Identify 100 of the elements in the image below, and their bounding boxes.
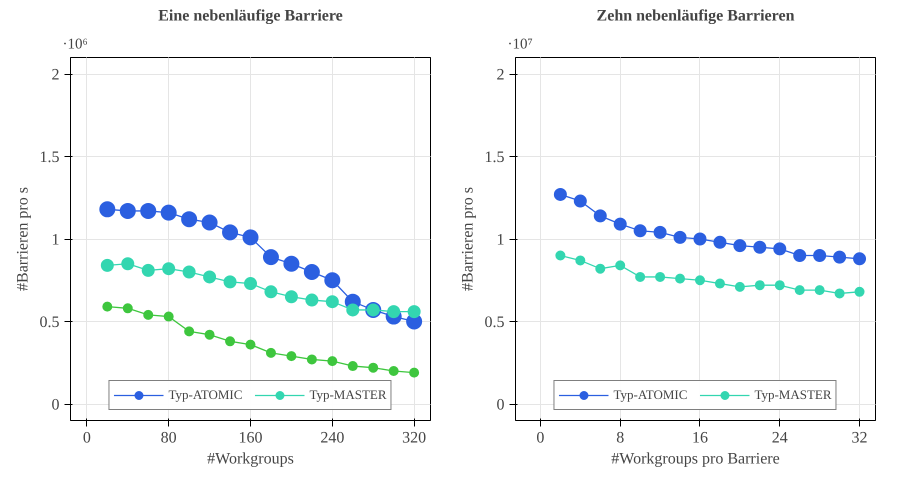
y-axis-title: #Barrieren pro s bbox=[14, 187, 32, 291]
x-tick-label: 16 bbox=[692, 430, 708, 446]
point bbox=[554, 188, 567, 201]
point bbox=[387, 305, 400, 318]
point bbox=[327, 356, 338, 366]
x-tick-label: 0 bbox=[536, 430, 544, 446]
point bbox=[733, 239, 746, 252]
point bbox=[246, 340, 256, 350]
legend-label: Typ-ATOMIC bbox=[168, 387, 242, 403]
x-axis-title: #Workgroups bbox=[207, 450, 294, 468]
point bbox=[853, 252, 866, 266]
point bbox=[326, 295, 339, 308]
point bbox=[142, 264, 155, 277]
x-axis-title: #Workgroups pro Barriere bbox=[611, 450, 780, 468]
y-tick-label: 1.5 bbox=[40, 149, 60, 166]
point bbox=[714, 278, 725, 289]
point bbox=[181, 211, 198, 228]
legend-label: Typ-MASTER bbox=[309, 387, 387, 403]
point bbox=[574, 194, 587, 208]
point bbox=[813, 249, 826, 262]
point bbox=[654, 226, 667, 239]
point bbox=[388, 366, 399, 376]
x-tick-label: 240 bbox=[320, 430, 344, 446]
x-tick-label: 24 bbox=[772, 430, 788, 446]
point bbox=[140, 202, 156, 219]
point bbox=[283, 256, 300, 272]
point bbox=[305, 294, 318, 307]
point bbox=[224, 275, 237, 288]
point bbox=[774, 280, 785, 290]
point bbox=[833, 250, 846, 264]
point bbox=[793, 249, 806, 262]
legend-label: Typ-ATOMIC bbox=[613, 387, 688, 403]
point bbox=[266, 348, 276, 358]
point bbox=[615, 260, 626, 270]
point bbox=[225, 336, 236, 346]
x-tick-label: 32 bbox=[852, 430, 868, 446]
point bbox=[694, 275, 705, 286]
point bbox=[99, 201, 116, 218]
y-tick-label: 2 bbox=[496, 66, 504, 84]
point bbox=[304, 264, 320, 280]
y-axis-title: #Barrieren pro s bbox=[460, 187, 476, 291]
text: ·10⁷ bbox=[508, 36, 533, 52]
point bbox=[160, 204, 177, 221]
y-tick-label: 1.5 bbox=[484, 149, 504, 166]
y-tick-label: 1 bbox=[52, 232, 60, 248]
point bbox=[834, 288, 845, 298]
point bbox=[204, 330, 215, 340]
point bbox=[164, 312, 174, 322]
y-tick-label: 0.5 bbox=[40, 314, 60, 331]
legend-label: Typ-MASTER bbox=[754, 387, 832, 403]
point bbox=[713, 236, 726, 249]
point bbox=[203, 270, 216, 284]
point bbox=[368, 362, 378, 373]
point bbox=[121, 257, 134, 270]
point bbox=[594, 209, 607, 222]
point bbox=[284, 290, 298, 304]
point bbox=[794, 285, 805, 296]
point bbox=[306, 354, 317, 364]
point bbox=[120, 202, 136, 219]
point bbox=[222, 224, 238, 240]
point bbox=[655, 272, 666, 282]
point bbox=[753, 240, 766, 254]
y-tick-label: 1 bbox=[496, 232, 504, 248]
point bbox=[324, 272, 340, 288]
point bbox=[555, 250, 566, 260]
point bbox=[122, 303, 133, 314]
chart-title: Zehn nebenläufige Barrieren bbox=[596, 8, 795, 24]
x-tick-label: 0 bbox=[82, 430, 91, 446]
y-tick-label: 2 bbox=[52, 66, 60, 84]
point bbox=[674, 230, 687, 244]
point bbox=[162, 262, 176, 276]
point bbox=[854, 286, 865, 297]
x-tick-label: 320 bbox=[402, 430, 426, 446]
point bbox=[814, 285, 825, 296]
chart-title: Eine nebenläufige Barriere bbox=[158, 8, 343, 24]
point bbox=[264, 285, 278, 298]
point bbox=[409, 368, 420, 378]
point bbox=[184, 326, 194, 336]
x-tick-label: 8 bbox=[616, 430, 624, 446]
point bbox=[286, 351, 296, 362]
point bbox=[182, 266, 196, 278]
point bbox=[693, 232, 706, 246]
point bbox=[408, 305, 421, 318]
text: ·10⁶ bbox=[62, 36, 88, 52]
point bbox=[262, 249, 279, 266]
point bbox=[244, 277, 257, 290]
point bbox=[635, 272, 646, 282]
point bbox=[675, 274, 686, 284]
point bbox=[614, 218, 627, 231]
point bbox=[202, 214, 218, 230]
point bbox=[100, 258, 114, 272]
x-tick-label: 160 bbox=[238, 430, 262, 446]
point bbox=[348, 361, 358, 372]
y-tick-label: 0 bbox=[496, 396, 504, 414]
point bbox=[575, 255, 586, 266]
point bbox=[143, 310, 154, 320]
point bbox=[102, 302, 112, 312]
y-tick-label: 0.5 bbox=[484, 314, 504, 331]
point bbox=[734, 282, 745, 292]
point bbox=[754, 280, 765, 290]
